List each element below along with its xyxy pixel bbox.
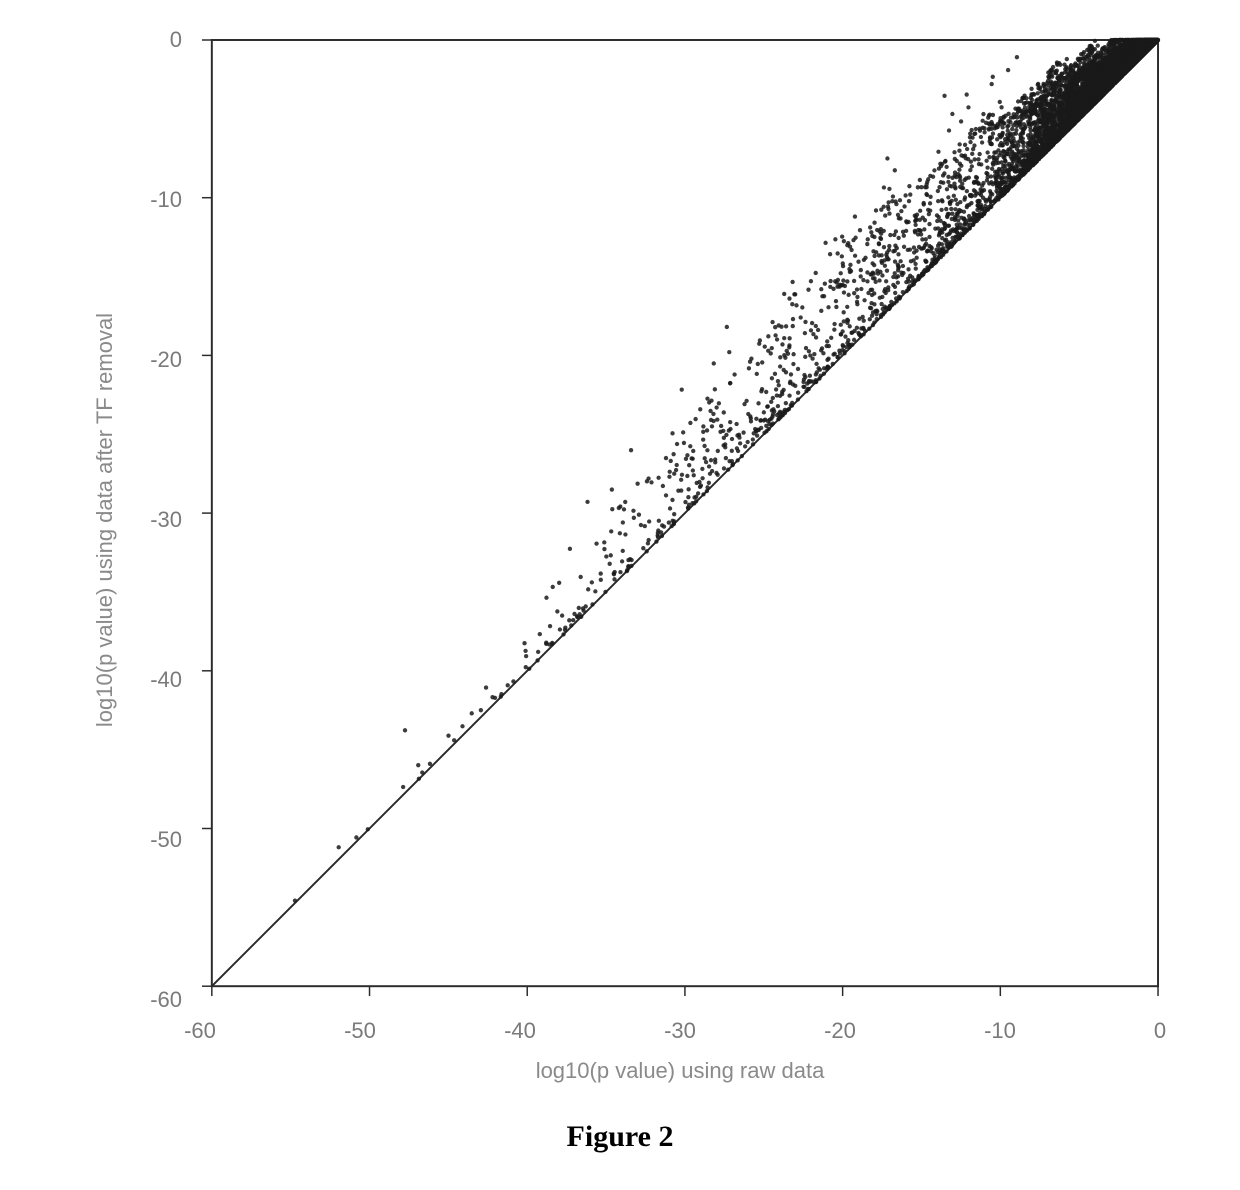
scatter-plot <box>200 40 1160 1000</box>
y-tick-label: 0 <box>170 27 182 53</box>
y-tick-label: -10 <box>150 187 182 213</box>
page: -60-50-40-30-20-100 -60-50-40-30-20-100 … <box>0 0 1240 1190</box>
x-tick-label: -30 <box>664 1018 696 1044</box>
scatter-plot-svg <box>200 40 1160 1000</box>
y-tick-label: -50 <box>150 827 182 853</box>
x-tick-label: -50 <box>344 1018 376 1044</box>
figure-caption: Figure 2 <box>567 1120 674 1154</box>
y-tick-label: -60 <box>150 987 182 1013</box>
x-tick-label: -20 <box>824 1018 856 1044</box>
x-tick-label: -10 <box>984 1018 1016 1044</box>
y-tick-label: -40 <box>150 667 182 693</box>
x-tick-label: -40 <box>504 1018 536 1044</box>
x-tick-label: -60 <box>184 1018 216 1044</box>
y-axis-label: log10(p value) using data after TF remov… <box>92 313 118 727</box>
y-tick-label: -20 <box>150 347 182 373</box>
x-axis-label: log10(p value) using raw data <box>536 1058 825 1084</box>
x-tick-label: 0 <box>1154 1018 1166 1044</box>
y-tick-label: -30 <box>150 507 182 533</box>
